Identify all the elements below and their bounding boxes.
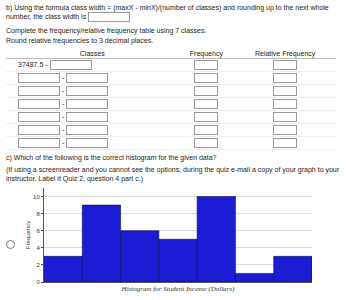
svg-text:8: 8 <box>36 211 40 217</box>
html-text:Relative Frequency: Relative Frequency <box>255 49 316 57</box>
svg-text:0: 0 <box>36 279 40 285</box>
svg-text:6: 6 <box>36 228 40 234</box>
html-text:b) Using the formula class wid: b) Using the formula class width = (maxX… <box>6 4 329 20</box>
html-text:37487.5 -: 37487.5 - <box>18 61 50 69</box>
html-text:Round relative frequencies to: Round relative frequencies to 3 decimal … <box>6 37 154 45</box>
html-text:(If using a screenreader and y: (If using a screenreader and you cannot … <box>6 166 340 183</box>
svg-text:2: 2 <box>36 262 40 268</box>
svg-text:Histogram for Student Income (: Histogram for Student Income (Dollars) <box>121 286 235 294</box>
svg-text:4: 4 <box>36 245 40 251</box>
svg-text:Frequency: Frequency <box>25 221 31 249</box>
html-text:c) Which of the following is t: c) Which of the following is the correct… <box>6 154 217 162</box>
html-text:Complete the frequency/relativ: Complete the frequency/relative frequenc… <box>6 27 207 35</box>
html-text:Classes: Classes <box>79 49 105 57</box>
html-text:Frequency: Frequency <box>189 49 223 57</box>
svg-text:10: 10 <box>33 194 40 200</box>
